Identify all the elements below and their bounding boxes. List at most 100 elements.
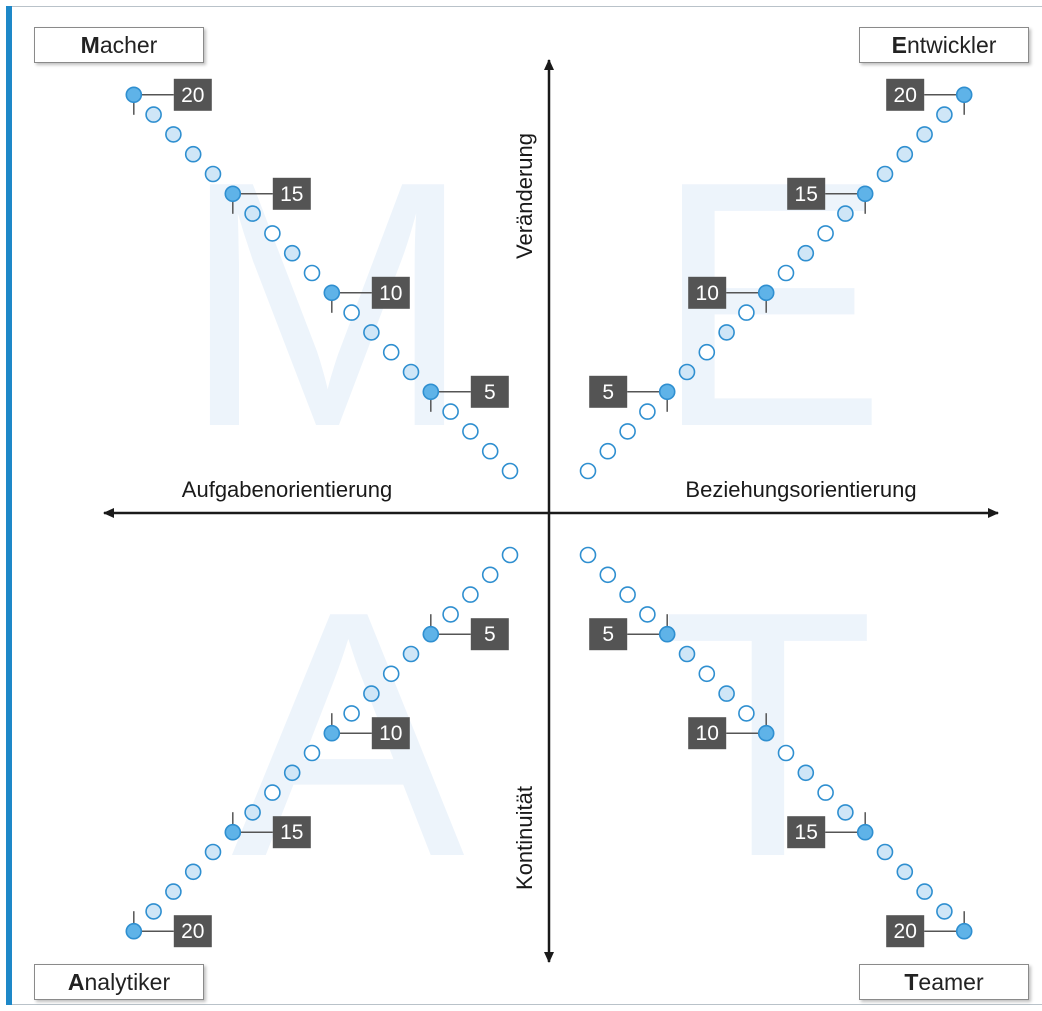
scale-label-entwickler-10: 10	[696, 282, 719, 305]
scale-dot-analytiker-9	[343, 705, 360, 722]
scale-dot-teamer-5	[658, 625, 676, 643]
quadrant-scales: 5 10 15 20 5 10 15 20 5 10 15 20 5 10 15 20	[125, 78, 973, 948]
scale-dot-macher-8	[363, 324, 380, 341]
scale-dot-teamer-20	[955, 922, 973, 940]
scale-label-box-teamer-10	[688, 717, 727, 750]
scale-dot-analytiker-3	[462, 586, 479, 603]
scale-entwickler: 5 10 15 20	[579, 78, 973, 480]
scale-dot-macher-18	[165, 126, 182, 143]
scale-teamer: 5 10 15 20	[579, 546, 973, 948]
scale-label-analytiker-10: 10	[379, 722, 402, 745]
scale-label-entwickler-15: 15	[795, 183, 818, 206]
scale-label-box-entwickler-5	[589, 375, 628, 408]
scale-analytiker: 5 10 15 20	[125, 546, 519, 948]
scale-label-analytiker-5: 5	[484, 623, 496, 646]
scale-dot-entwickler-10	[757, 284, 775, 302]
scale-label-box-teamer-15	[787, 816, 826, 849]
scale-dot-teamer-18	[916, 883, 933, 900]
scale-label-box-analytiker-15	[272, 816, 311, 849]
scale-dot-macher-15	[224, 185, 242, 203]
scale-macher: 5 10 15 20	[125, 78, 519, 480]
axis-label-left: Aufgabenorientierung	[182, 477, 392, 502]
scale-dot-entwickler-18	[916, 126, 933, 143]
scale-dot-teamer-9	[738, 705, 755, 722]
scale-label-macher-15: 15	[280, 183, 303, 206]
scale-dot-entwickler-11	[777, 264, 795, 282]
scale-dot-analytiker-2	[481, 566, 499, 584]
scale-dot-macher-4	[442, 403, 459, 420]
scale-dot-analytiker-17	[184, 863, 202, 881]
scale-dot-teamer-3	[619, 586, 636, 603]
type-initial-teamer: T	[904, 968, 919, 995]
scale-label-macher-20: 20	[181, 84, 204, 107]
type-rest-analytiker: nalytiker	[84, 968, 171, 995]
scale-dot-teamer-19	[936, 903, 953, 920]
scale-label-box-entwickler-20	[886, 78, 925, 111]
scale-dot-entwickler-1	[579, 462, 597, 480]
scale-label-box-analytiker-20	[173, 915, 212, 948]
type-rest-entwickler: ntwickler	[906, 31, 997, 58]
scale-dot-entwickler-6	[678, 363, 696, 381]
scale-dot-analytiker-8	[363, 685, 380, 702]
scale-dot-macher-3	[462, 423, 479, 440]
watermark-letter-macher: M	[181, 109, 473, 500]
scale-label-analytiker-15: 15	[280, 821, 303, 844]
scale-dot-teamer-13	[817, 784, 834, 801]
top-rule	[12, 6, 1042, 7]
scale-dot-macher-11	[303, 264, 321, 282]
scale-dot-teamer-2	[599, 566, 617, 584]
scale-dot-teamer-1	[579, 546, 597, 564]
scale-label-entwickler-20: 20	[894, 84, 917, 107]
scale-dot-teamer-15	[856, 823, 874, 841]
scale-dot-analytiker-13	[264, 784, 281, 801]
scale-dot-teamer-8	[718, 685, 735, 702]
scale-dot-entwickler-8	[718, 324, 735, 341]
scale-dot-macher-7	[382, 343, 400, 361]
scale-dot-analytiker-14	[244, 804, 261, 821]
scale-dot-macher-9	[343, 304, 360, 321]
scale-label-teamer-20: 20	[894, 920, 917, 943]
scale-dot-entwickler-15	[856, 185, 874, 203]
scale-dot-analytiker-16	[204, 843, 222, 861]
scale-dot-macher-5	[422, 383, 440, 401]
scale-dot-teamer-12	[797, 764, 815, 782]
scale-dot-teamer-16	[876, 843, 894, 861]
scale-dot-entwickler-12	[797, 244, 815, 262]
type-rest-macher: acher	[99, 31, 158, 58]
scale-dot-analytiker-7	[382, 665, 400, 683]
scale-dot-analytiker-10	[323, 724, 341, 742]
scale-dot-analytiker-5	[422, 625, 440, 643]
scale-dot-macher-10	[323, 284, 341, 302]
scale-dot-entwickler-7	[698, 343, 716, 361]
scale-dot-analytiker-1	[501, 546, 519, 564]
scale-label-box-entwickler-15	[787, 177, 826, 210]
scale-label-box-macher-15	[272, 177, 311, 210]
scale-dot-analytiker-19	[145, 903, 162, 920]
scale-dot-macher-13	[264, 225, 281, 242]
scale-dot-teamer-7	[698, 665, 716, 683]
scale-label-teamer-5: 5	[602, 623, 614, 646]
scale-dot-analytiker-20	[125, 922, 143, 940]
scale-dot-entwickler-9	[738, 304, 755, 321]
scale-label-box-macher-5	[470, 375, 509, 408]
scale-dot-macher-19	[145, 106, 162, 123]
scale-dot-teamer-6	[678, 645, 696, 663]
scale-dot-entwickler-4	[639, 403, 656, 420]
scale-dot-teamer-14	[837, 804, 854, 821]
scale-dot-macher-1	[501, 462, 519, 480]
scale-label-box-macher-20	[173, 78, 212, 111]
axis-label-bottom: Kontinuität	[512, 786, 537, 890]
scale-label-macher-5: 5	[484, 381, 496, 404]
scale-label-box-teamer-5	[589, 618, 628, 651]
scale-dot-macher-16	[204, 165, 222, 183]
type-initial-entwickler: E	[891, 31, 907, 58]
scale-label-analytiker-20: 20	[181, 920, 204, 943]
scale-dot-entwickler-14	[837, 205, 854, 222]
scale-dot-macher-6	[402, 363, 420, 381]
scale-dot-macher-20	[125, 86, 143, 104]
